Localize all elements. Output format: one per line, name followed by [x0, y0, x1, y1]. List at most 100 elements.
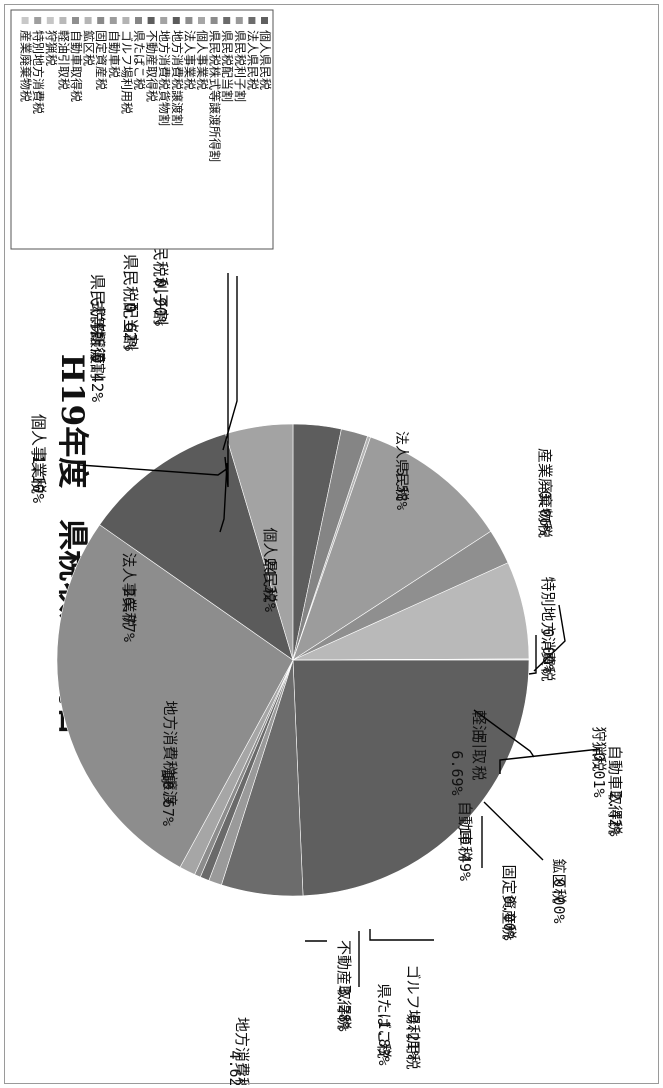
leader-line-3	[224, 273, 229, 488]
legend-swatch-7	[172, 17, 180, 24]
slice-12	[292, 436, 492, 661]
slice-label-0: 個人県民税	[261, 527, 279, 602]
slice-label-17: 0.01%	[590, 752, 608, 797]
legend-swatch-11	[122, 17, 130, 24]
slice-label-11: 0.21%	[404, 1014, 422, 1059]
legend-swatch-18	[34, 17, 42, 24]
slice-label-5: 個人事業税	[29, 414, 48, 494]
slice-19	[292, 658, 530, 661]
leader-line-15	[499, 748, 601, 774]
legend-item-19: 産業廃棄物税	[19, 30, 34, 102]
slice-label-15: 自動車取得税	[606, 745, 624, 835]
legend-swatch-6	[185, 17, 193, 24]
legend-item-2: 県民税利子割	[233, 30, 248, 102]
legend-swatch-5	[198, 17, 205, 24]
legend-item-13: 固定資産税	[94, 30, 109, 90]
legend-item-4: 県民税株式等譲渡所得割	[208, 30, 223, 162]
slice-label-5: 1.10%	[29, 455, 48, 504]
slice-label-9: 不動産取得税	[335, 940, 353, 1030]
slice-label-16: 税	[470, 765, 488, 780]
legend-swatch-13	[97, 17, 105, 24]
chart-frame: H19年度 県税収入額割合 個人県民税 24.32% 法人県民税 5.58% 県民税利子…	[4, 4, 659, 1085]
legend-item-12: 自動車税	[107, 30, 121, 78]
leader-lines	[79, 273, 601, 987]
slice-label-6: 法人事業税	[120, 552, 138, 627]
slice-label-4: 県民税株	[88, 274, 107, 338]
slice-label-1: 5.58%	[393, 468, 409, 511]
legend-swatch-14	[84, 17, 92, 24]
pie-slices	[56, 423, 530, 897]
legend-item-5: 個人事業税	[195, 30, 209, 90]
legend-swatch-15	[72, 17, 79, 24]
slice-0	[292, 659, 530, 897]
legend-swatch-8	[160, 17, 168, 24]
slice-label-16: 軽油	[470, 710, 488, 740]
legend-item-17: 狩猟税	[44, 30, 59, 66]
slice-label-7: 10.67%	[159, 772, 177, 826]
slice-label-9: 3.28%	[335, 986, 353, 1031]
legend-swatch-3	[223, 17, 231, 24]
legend-item-11: ゴルフ場利用税	[119, 30, 134, 114]
slice-label-4: 式等譲渡	[88, 300, 107, 364]
slice-label-15: 2.42%	[606, 791, 624, 836]
legend-swatch-2	[235, 17, 243, 24]
slice-label-13: 0.00%	[500, 895, 518, 940]
slice-label-2: 県民税利子割	[151, 229, 170, 325]
legend-item-10: 県たばこ税	[132, 30, 146, 90]
slice-label-16: 引取	[470, 734, 488, 764]
slice-label-7: 割	[159, 768, 177, 783]
slice-label-1: 法人県民税	[393, 431, 409, 501]
slice-label-4: 0.42%	[88, 354, 107, 403]
slice-6	[56, 524, 294, 868]
slice-label-6: 26.77%	[120, 588, 138, 642]
slice-label-17: 狩猟税	[590, 726, 608, 771]
slice-label-3: 県民税配当割	[121, 254, 140, 350]
legend-item-7: 地方消費税譲渡割	[170, 30, 185, 126]
legend-item-1: 法人県民税	[245, 30, 259, 90]
slice-label-11: ゴルフ場利用税	[404, 964, 422, 1069]
slice-label-8: 地方消費税貨物割	[233, 1017, 251, 1085]
leader-line-5	[79, 464, 229, 476]
slice-label-8: 4.62%	[226, 1050, 244, 1085]
leader-line-17	[473, 709, 535, 758]
legend-swatch-9	[147, 17, 155, 24]
slice-label-16: 6.69%	[448, 750, 466, 795]
slice-label-19: 0.06%	[536, 490, 554, 535]
pie-chart: H19年度 県税収入額割合 個人県民税24.32%法人県民税5.58%県民税利子…	[10, 9, 624, 1085]
slice-label-10: 県たばこ税	[375, 983, 393, 1058]
slice-label-18: 0.00%	[539, 628, 557, 673]
legend-swatch-0	[261, 17, 268, 24]
slice-label-18: 特別地方消費税	[539, 576, 557, 681]
legend-item-3: 県民税配当割	[220, 30, 235, 102]
legend-item-18: 特別地方消費税	[31, 30, 46, 114]
slice-label-4: 所得割	[88, 331, 107, 379]
slice-label-3: 0.62%	[121, 303, 140, 352]
legend-swatch-16	[59, 17, 67, 24]
slice-label-19: 産業廃棄物税	[536, 448, 554, 538]
leader-line-14	[483, 801, 544, 861]
legend-swatch-17	[46, 17, 54, 24]
legend-item-9: 不動産取得税	[145, 30, 160, 102]
legend: 個人県民税法人県民税県民税利子割県民税配当割県民税株式等譲渡所得割個人事業税法人…	[19, 17, 272, 162]
legend-item-15: 自動車取得税	[69, 30, 84, 102]
slice-label-13: 固定資産税	[500, 864, 518, 939]
leader-line-2	[222, 276, 238, 451]
leader-line-19	[533, 604, 566, 672]
legend-swatch-4	[210, 17, 218, 24]
slice-label-2: 0.90%	[151, 278, 170, 327]
slice-7	[99, 433, 294, 661]
slice-labels: 個人県民税24.32%法人県民税5.58%県民税利子割0.90%県民税配当割0.…	[29, 229, 624, 1085]
slice-label-14: 0.00%	[550, 878, 568, 923]
legend-swatch-19	[21, 17, 29, 24]
leader-line-11	[369, 929, 434, 941]
slice-label-12: 10.49%	[456, 827, 474, 881]
slice-label-7: 地方消費税譲渡	[161, 700, 179, 805]
leader-line-4	[219, 462, 228, 533]
slice-label-14: 鉱区税	[550, 858, 568, 903]
legend-box	[10, 9, 274, 250]
legend-item-8: 地方消費税貨物割	[157, 30, 172, 126]
slice-label-0: 24.32%	[261, 558, 279, 612]
legend-item-14: 鉱区税	[82, 30, 97, 66]
legend-item-16: 軽油引取税	[56, 30, 70, 90]
legend-swatch-12	[109, 17, 117, 24]
